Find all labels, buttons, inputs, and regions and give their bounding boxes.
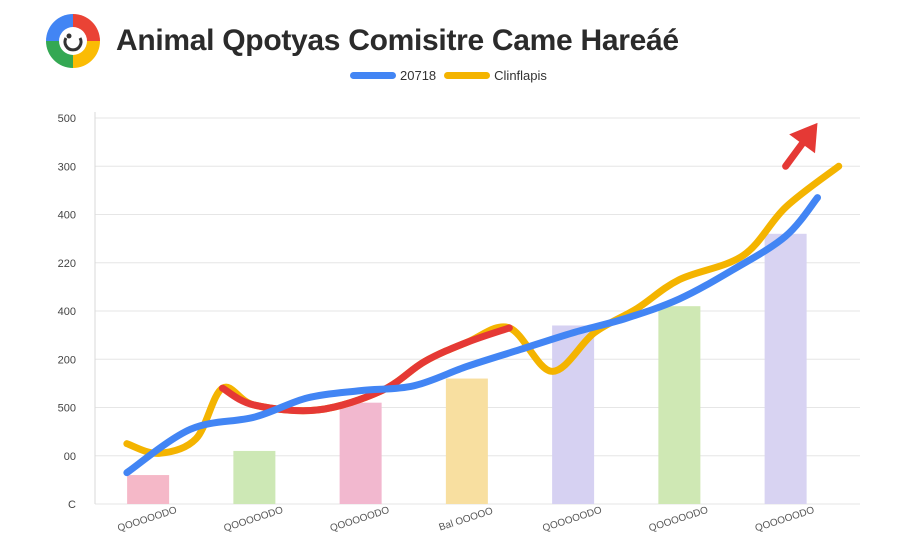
y-tick-label: 220 (58, 258, 76, 270)
x-tick-label: QOOOOODO (648, 505, 710, 535)
trend-arrow-head (789, 122, 818, 154)
trend-arrow-shaft (782, 140, 806, 170)
x-tick-label: QOOOOODO (541, 505, 603, 535)
legend-label-yellow: Clinflapis (494, 68, 547, 83)
bar (658, 306, 701, 504)
bar (127, 475, 170, 504)
legend-item-yellow: Clinflapis (444, 68, 547, 83)
x-tick-label: QOOOOODO (329, 505, 391, 535)
y-tick-label: 500 (58, 113, 76, 125)
y-tick-label: C (68, 499, 76, 511)
logo-icon (46, 14, 100, 68)
y-tick-label: 400 (58, 306, 76, 318)
x-tick-label: QOOOOODO (223, 505, 285, 535)
y-tick-label: 300 (58, 161, 76, 173)
bar (764, 233, 807, 505)
bar (339, 402, 382, 504)
series-line-blue (123, 194, 821, 477)
chart-header: Animal Qpotyas Comisitre Came Hareáé (44, 12, 679, 70)
y-tick-label: 400 (58, 210, 76, 222)
legend-label-blue: 20718 (400, 68, 437, 83)
legend-swatch-yellow (444, 72, 491, 79)
legend-swatch-blue (350, 72, 396, 79)
chart-legend: 20718 Clinflapis (350, 68, 555, 83)
y-tick-label: 00 (64, 451, 76, 463)
y-tick-label: 500 (58, 403, 76, 415)
y-tick-label: 200 (58, 354, 76, 366)
legend-item-blue: 20718 (350, 68, 436, 83)
x-tick-label: QOOOOODO (116, 505, 178, 535)
x-tick-label: Bal OOOOO (438, 506, 495, 534)
chart-title: Animal Qpotyas Comisitre Came Hareáé (116, 24, 679, 57)
bar (445, 378, 488, 504)
x-tick-label: QOOOOODO (754, 505, 816, 535)
bar (233, 450, 276, 504)
